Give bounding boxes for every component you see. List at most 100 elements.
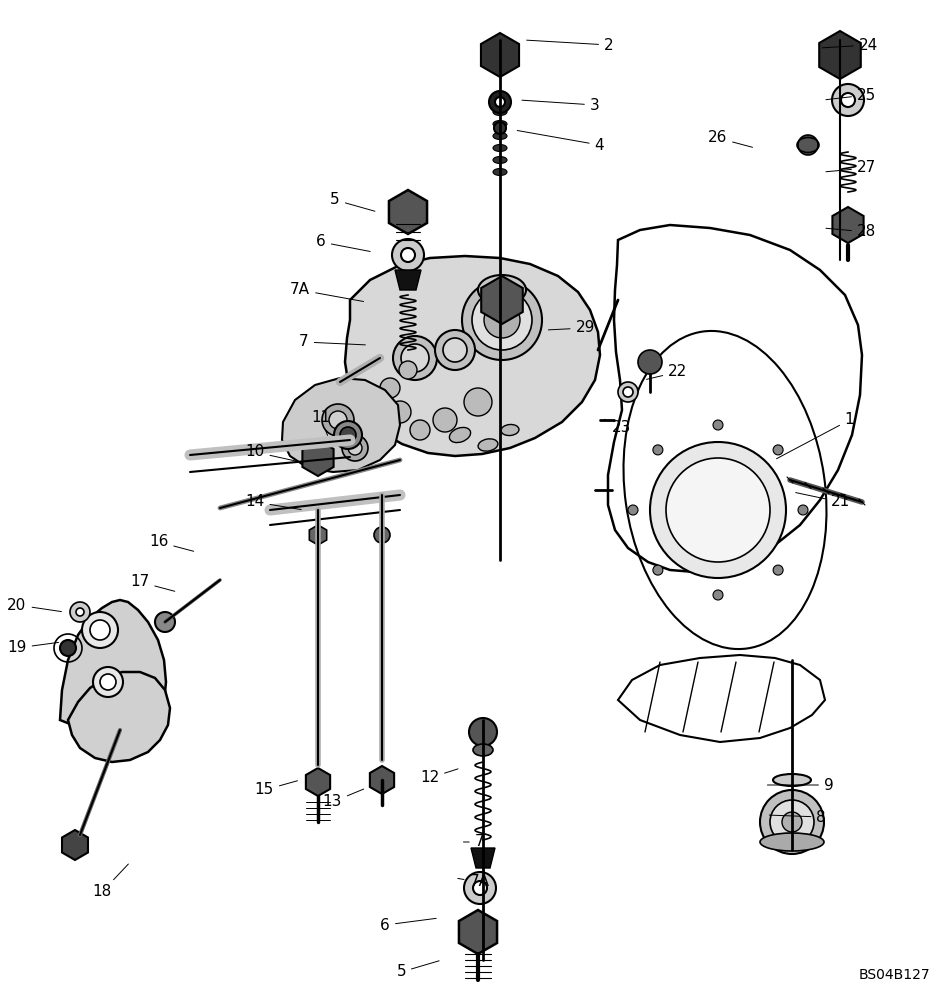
Polygon shape — [389, 190, 427, 234]
Text: 20: 20 — [8, 597, 61, 612]
Circle shape — [410, 420, 430, 440]
Polygon shape — [459, 910, 497, 954]
Ellipse shape — [478, 275, 526, 305]
Circle shape — [650, 442, 786, 578]
Circle shape — [638, 350, 662, 374]
Polygon shape — [62, 830, 88, 860]
Polygon shape — [481, 276, 523, 324]
Text: 3: 3 — [522, 98, 599, 112]
Polygon shape — [480, 33, 519, 77]
Circle shape — [76, 608, 84, 616]
Ellipse shape — [493, 168, 507, 176]
Text: 29: 29 — [548, 320, 595, 336]
Ellipse shape — [493, 132, 507, 139]
Circle shape — [82, 612, 118, 648]
Text: 12: 12 — [420, 769, 458, 786]
Ellipse shape — [473, 744, 493, 756]
Polygon shape — [395, 270, 421, 290]
Text: 7: 7 — [464, 834, 484, 850]
Text: 22: 22 — [647, 364, 687, 379]
Text: 19: 19 — [8, 641, 59, 656]
Circle shape — [653, 565, 663, 575]
Text: 2: 2 — [527, 37, 614, 52]
Circle shape — [628, 505, 638, 515]
Circle shape — [380, 378, 400, 398]
Circle shape — [374, 527, 390, 543]
Circle shape — [399, 361, 417, 379]
Circle shape — [392, 239, 424, 271]
Polygon shape — [310, 525, 327, 545]
Circle shape — [760, 790, 824, 854]
Circle shape — [464, 872, 496, 904]
Text: 17: 17 — [130, 574, 175, 591]
Circle shape — [342, 435, 368, 461]
Text: 14: 14 — [245, 494, 301, 510]
Text: 8: 8 — [769, 810, 826, 824]
Text: 7A: 7A — [290, 282, 363, 302]
Ellipse shape — [501, 424, 519, 436]
Text: 25: 25 — [826, 88, 876, 103]
Polygon shape — [282, 378, 400, 472]
Text: 28: 28 — [826, 225, 876, 239]
Circle shape — [340, 427, 356, 443]
Circle shape — [832, 84, 864, 116]
Text: 6: 6 — [316, 234, 370, 251]
Polygon shape — [306, 768, 330, 796]
Circle shape — [90, 620, 110, 640]
Circle shape — [334, 421, 362, 449]
Text: 23: 23 — [605, 419, 631, 436]
Text: BS04B127: BS04B127 — [858, 968, 930, 982]
Text: 24: 24 — [822, 37, 878, 52]
Circle shape — [464, 388, 492, 416]
Circle shape — [773, 445, 784, 455]
Circle shape — [489, 91, 511, 113]
Text: 6: 6 — [380, 918, 436, 932]
Polygon shape — [302, 440, 333, 476]
Text: 7: 7 — [299, 334, 365, 350]
Text: 4: 4 — [517, 130, 604, 152]
Circle shape — [93, 667, 123, 697]
Polygon shape — [819, 31, 861, 79]
Circle shape — [472, 290, 532, 350]
Circle shape — [484, 302, 520, 338]
Circle shape — [393, 336, 437, 380]
Ellipse shape — [493, 156, 507, 163]
Ellipse shape — [449, 427, 471, 443]
Text: 5: 5 — [396, 961, 439, 980]
Ellipse shape — [493, 120, 507, 127]
Circle shape — [798, 135, 818, 155]
Circle shape — [70, 602, 90, 622]
Text: 9: 9 — [767, 778, 834, 792]
Circle shape — [782, 812, 802, 832]
Polygon shape — [833, 207, 864, 243]
Text: 27: 27 — [826, 160, 876, 176]
Circle shape — [473, 881, 487, 895]
Circle shape — [653, 445, 663, 455]
Text: 18: 18 — [93, 864, 128, 900]
Ellipse shape — [493, 144, 507, 151]
Ellipse shape — [478, 439, 497, 451]
Circle shape — [494, 122, 506, 134]
Text: 16: 16 — [149, 534, 194, 551]
Polygon shape — [68, 672, 170, 762]
Ellipse shape — [773, 774, 811, 786]
Text: 10: 10 — [245, 444, 297, 461]
Circle shape — [389, 401, 411, 423]
Circle shape — [770, 800, 814, 844]
Circle shape — [713, 590, 723, 600]
Text: 26: 26 — [708, 130, 752, 147]
Circle shape — [666, 458, 770, 562]
Text: 21: 21 — [796, 493, 850, 510]
Circle shape — [773, 565, 784, 575]
Circle shape — [469, 718, 497, 746]
Circle shape — [841, 93, 855, 107]
Circle shape — [401, 344, 429, 372]
Circle shape — [495, 97, 505, 107]
Polygon shape — [345, 256, 600, 456]
Text: 15: 15 — [255, 781, 297, 798]
Ellipse shape — [493, 108, 507, 115]
Circle shape — [155, 612, 175, 632]
Text: 13: 13 — [323, 789, 363, 810]
Text: 1: 1 — [777, 412, 854, 459]
Polygon shape — [471, 848, 495, 868]
